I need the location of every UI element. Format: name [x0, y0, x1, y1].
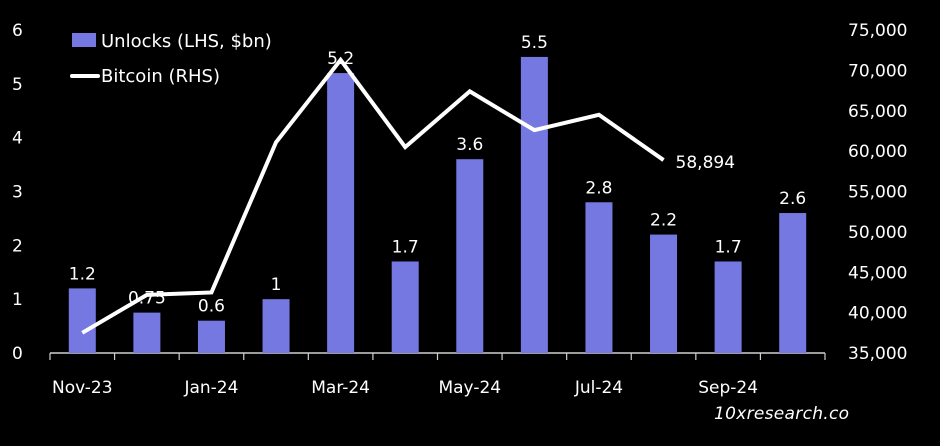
- x-axis-tick-label: Nov-23: [52, 378, 113, 398]
- unlock-bars: [68, 56, 807, 354]
- left-axis-tick-label: 6: [12, 21, 23, 41]
- right-axis-tick-label: 70,000: [848, 61, 907, 81]
- unlock-bar: [262, 299, 290, 353]
- bar-value-label: 1.2: [69, 264, 96, 284]
- bar-value-label: 1: [271, 275, 282, 295]
- watermark: 10xresearch.co: [714, 404, 850, 424]
- bar-value-label: 1.7: [392, 237, 419, 257]
- bar-value-label: 2.2: [650, 211, 677, 231]
- right-axis-tick-label: 60,000: [848, 142, 907, 162]
- right-axis-tick-label: 50,000: [848, 223, 907, 243]
- left-axis-tick-label: 3: [12, 183, 23, 203]
- bar-value-label: 5.5: [521, 33, 548, 53]
- bar-value-label: 1.7: [715, 237, 742, 257]
- bar-value-label: 3.6: [456, 135, 483, 155]
- x-axis-tick-marks: [49, 353, 826, 360]
- unlock-bar: [456, 159, 484, 353]
- x-axis-labels: Nov-23 Jan-24 Mar-24 May-24 Jul-24 Sep-24: [52, 378, 758, 398]
- right-axis-tick-label: 65,000: [848, 102, 907, 122]
- right-axis-tick-label: 40,000: [848, 304, 907, 324]
- unlock-bar: [68, 288, 96, 353]
- unlock-bar: [714, 261, 742, 353]
- legend-label-unlocks: Unlocks (LHS, $bn): [101, 31, 272, 52]
- unlock-bar: [779, 213, 807, 353]
- unlock-bar: [197, 320, 225, 353]
- x-axis-tick-label: May-24: [438, 378, 501, 398]
- x-axis-tick-label: Jan-24: [183, 378, 238, 398]
- right-axis-tick-label: 35,000: [848, 344, 907, 364]
- bar-value-label: 2.8: [585, 178, 612, 198]
- unlock-bar: [133, 312, 161, 353]
- left-axis-tick-label: 1: [12, 290, 23, 310]
- x-axis-tick-label: Jul-24: [574, 378, 623, 398]
- left-axis-tick-label: 0: [12, 344, 23, 364]
- right-axis-tick-label: 45,000: [848, 263, 907, 283]
- bar-value-label: 0.6: [198, 297, 225, 317]
- bitcoin-end-label: 58,894: [676, 153, 735, 173]
- right-axis-ticks: 35,000 40,000 45,000 50,000 55,000 60,000 65,0…: [848, 21, 907, 364]
- bar-value-label: 2.6: [779, 189, 806, 209]
- unlock-bar: [391, 261, 419, 353]
- left-axis-tick-label: 2: [12, 236, 23, 256]
- x-axis-tick-label: Sep-24: [698, 378, 758, 398]
- left-axis-tick-label: 5: [12, 75, 23, 95]
- right-axis-tick-label: 55,000: [848, 183, 907, 203]
- unlock-bar: [520, 56, 548, 354]
- x-axis-tick-label: Mar-24: [311, 378, 370, 398]
- bitcoin-price-line: [81, 56, 665, 335]
- legend: Unlocks (LHS, $bn) Bitcoin (RHS): [70, 31, 272, 87]
- bitcoin-line-group: 58,894: [81, 56, 735, 335]
- legend-swatch-unlocks: [72, 33, 96, 47]
- bar-value-label: 0.75: [128, 289, 166, 309]
- unlock-bar: [585, 202, 613, 353]
- unlock-bar: [650, 234, 678, 353]
- left-axis-ticks: 0 1 2 3 4 5 6: [12, 21, 23, 364]
- legend-label-bitcoin: Bitcoin (RHS): [101, 66, 220, 87]
- left-axis-tick-label: 4: [12, 129, 23, 149]
- unlock-bar: [327, 73, 355, 354]
- right-axis-tick-label: 75,000: [848, 21, 907, 41]
